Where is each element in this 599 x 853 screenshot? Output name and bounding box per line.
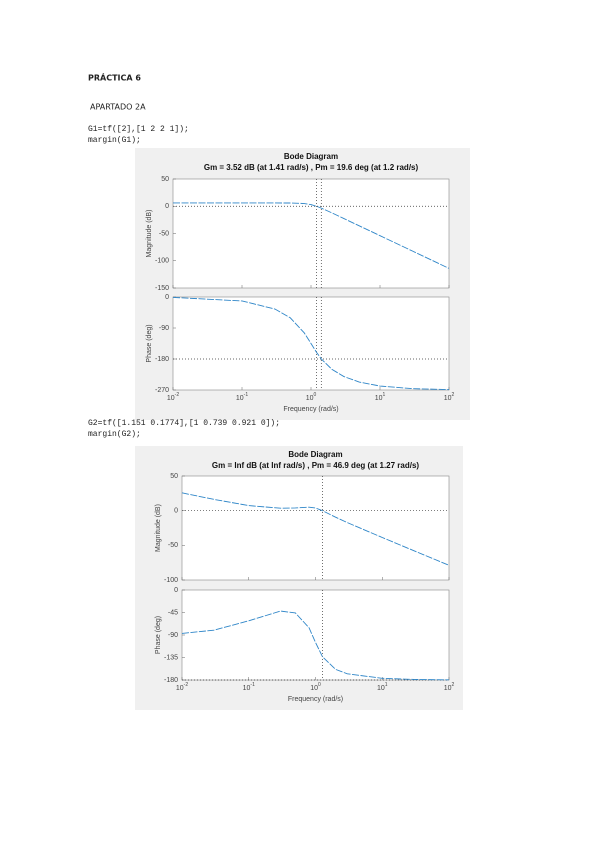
x-tick-base: 10	[243, 685, 251, 692]
page-title: PRÁCTICA 6	[88, 72, 141, 83]
y-axis-label: Magnitude (dB)	[155, 504, 162, 552]
bode-curve	[181, 610, 450, 681]
section-title: APARTADO 2A	[90, 103, 146, 112]
figure-title: Bode Diagram	[288, 450, 342, 459]
y-tick-label: -50	[168, 542, 178, 549]
x-tick-power: 2	[452, 682, 455, 688]
y-tick-label: -90	[168, 632, 178, 639]
x-tick-base: 10	[306, 395, 314, 402]
x-tick-base: 10	[444, 395, 452, 402]
x-tick-power: 0	[314, 392, 317, 398]
code-line: G2=tf([1.151 0.1774],[1 0.739 0.921 0]);	[88, 419, 280, 428]
bode-curve	[181, 492, 450, 566]
x-tick-label: 10-2	[167, 392, 179, 402]
y-axis-label: Phase (deg)	[146, 324, 153, 362]
x-tick-power: -2	[175, 392, 180, 398]
plot-area	[181, 475, 450, 581]
x-axis-label: Frequency (rad/s)	[288, 696, 343, 703]
x-tick-power: 2	[452, 392, 455, 398]
x-tick-power: -1	[250, 682, 255, 688]
x-tick-label: 101	[375, 392, 386, 402]
x-tick-label: 10-1	[236, 392, 248, 402]
plot-area	[181, 589, 450, 681]
x-tick-label: 102	[444, 682, 455, 692]
x-tick-power: 0	[318, 682, 321, 688]
y-tick-label: -100	[164, 577, 178, 584]
figure-subtitle: Gm = 3.52 dB (at 1.41 rad/s) , Pm = 19.6…	[204, 163, 419, 172]
x-tick-power: 1	[385, 682, 388, 688]
x-tick-power: -1	[244, 392, 249, 398]
y-tick-label: 0	[174, 587, 178, 594]
y-tick-label: -50	[159, 230, 169, 237]
figure-subtitle: Gm = Inf dB (at Inf rad/s) , Pm = 46.9 d…	[212, 461, 420, 470]
code-line: margin(G1);	[88, 136, 141, 145]
x-tick-label: 10-1	[243, 682, 255, 692]
y-tick-label: -270	[155, 387, 169, 394]
x-tick-base: 10	[176, 685, 184, 692]
y-axis-label: Magnitude (dB)	[146, 210, 153, 258]
x-axis-label: Frequency (rad/s)	[283, 406, 338, 413]
x-tick-base: 10	[310, 685, 318, 692]
y-tick-label: -180	[164, 677, 178, 684]
y-tick-label: -45	[168, 609, 178, 616]
x-tick-base: 10	[236, 395, 244, 402]
figure-title: Bode Diagram	[284, 152, 338, 161]
x-tick-base: 10	[375, 395, 383, 402]
y-tick-label: 0	[174, 508, 178, 515]
x-tick-label: 101	[377, 682, 388, 692]
x-tick-label: 10-2	[176, 682, 188, 692]
x-tick-power: -2	[184, 682, 189, 688]
y-tick-label: 50	[170, 473, 178, 480]
y-tick-label: 0	[165, 294, 169, 301]
x-tick-base: 10	[377, 685, 385, 692]
y-tick-label: -180	[155, 356, 169, 363]
x-tick-power: 1	[383, 392, 386, 398]
plot-area	[172, 178, 450, 289]
y-tick-label: 0	[165, 203, 169, 210]
bode-curve	[172, 296, 450, 391]
x-tick-base: 10	[167, 395, 175, 402]
x-tick-label: 102	[444, 392, 455, 402]
x-tick-base: 10	[444, 685, 452, 692]
code-line: G1=tf([2],[1 2 2 1]);	[88, 125, 189, 134]
y-tick-label: -100	[155, 258, 169, 265]
y-tick-label: 50	[161, 176, 169, 183]
x-tick-label: 100	[310, 682, 321, 692]
y-tick-label: -135	[164, 654, 178, 661]
code-line: margin(G2);	[88, 430, 141, 439]
y-axis-label: Phase (deg)	[155, 616, 162, 654]
x-tick-label: 100	[306, 392, 317, 402]
y-tick-label: -90	[159, 325, 169, 332]
bode-curve	[173, 202, 450, 269]
y-tick-label: -150	[155, 285, 169, 292]
